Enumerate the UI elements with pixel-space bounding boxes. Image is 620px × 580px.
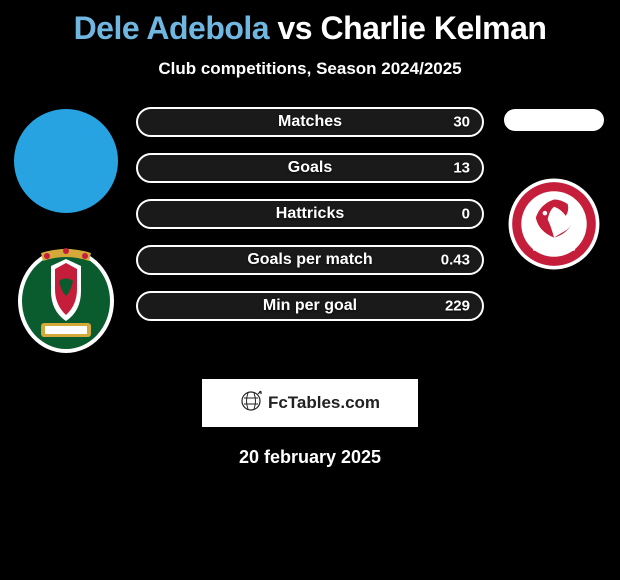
subtitle: Club competitions, Season 2024/2025	[8, 59, 612, 79]
wrexham-crest-icon	[11, 241, 121, 355]
player2-photo	[504, 109, 604, 131]
date-text: 20 february 2025	[8, 447, 612, 468]
leyton-orient-crest-icon	[499, 167, 609, 281]
stat-label: Hattricks	[276, 205, 344, 223]
stats-column: Matches 30 Goals 13 Hattricks 0 Goals pe…	[136, 107, 484, 321]
infographic-root: Dele Adebola vs Charlie Kelman Club comp…	[0, 0, 620, 468]
player1-name: Dele Adebola	[74, 10, 270, 46]
stat-bar-hattricks: Hattricks 0	[136, 199, 484, 229]
player1-column	[10, 107, 122, 355]
source-badge: FcTables.com	[202, 379, 418, 427]
stat-value-right: 229	[445, 298, 470, 315]
stat-bar-goals: Goals 13	[136, 153, 484, 183]
vs-text: vs	[277, 10, 312, 46]
stat-label: Matches	[278, 113, 342, 131]
player2-column	[498, 107, 610, 281]
stat-label: Goals per match	[247, 251, 372, 269]
player2-name: Charlie Kelman	[320, 10, 546, 46]
stat-label: Goals	[288, 159, 332, 177]
fctables-logo-icon	[240, 390, 262, 417]
stat-bar-matches: Matches 30	[136, 107, 484, 137]
stat-value-right: 0	[462, 206, 470, 223]
stat-bar-mpg: Min per goal 229	[136, 291, 484, 321]
stat-value-right: 13	[453, 160, 470, 177]
stat-label: Min per goal	[263, 297, 357, 315]
player1-photo	[14, 109, 118, 213]
source-text: FcTables.com	[268, 393, 380, 413]
stat-bar-gpm: Goals per match 0.43	[136, 245, 484, 275]
comparison-title: Dele Adebola vs Charlie Kelman	[8, 10, 612, 47]
stat-value-right: 0.43	[441, 252, 470, 269]
stat-value-right: 30	[453, 114, 470, 131]
main-content-row: Matches 30 Goals 13 Hattricks 0 Goals pe…	[8, 107, 612, 355]
